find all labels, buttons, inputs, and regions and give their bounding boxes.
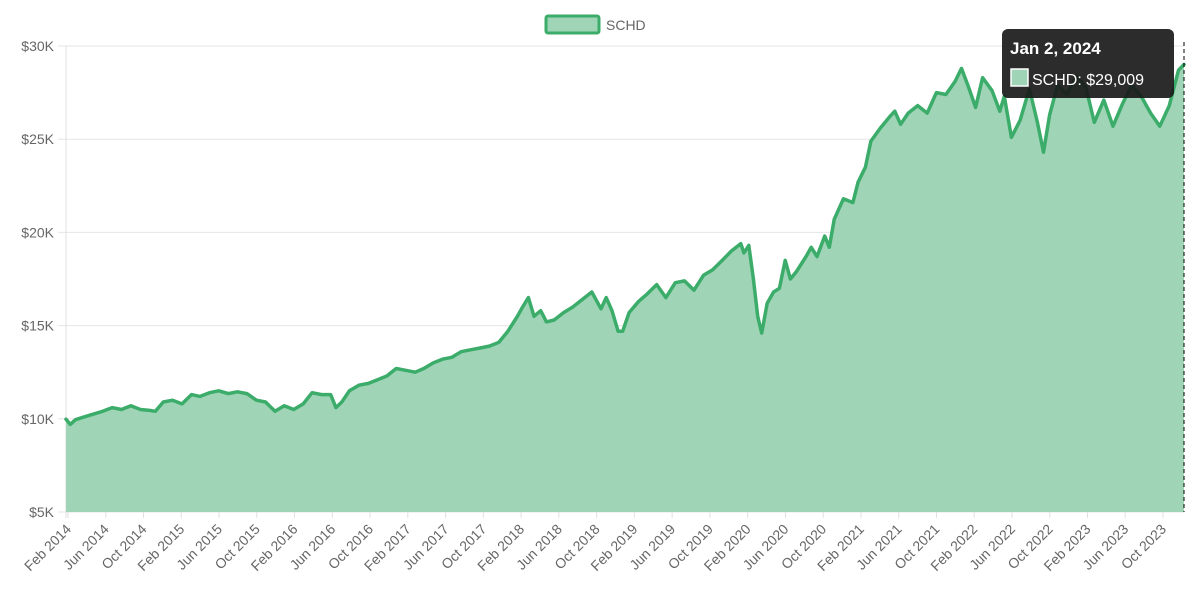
tooltip-swatch [1010,68,1029,87]
y-tick-label: $20K [21,224,54,240]
series-line[interactable] [64,62,1186,427]
legend-swatch [544,14,601,35]
y-tick-label: $15K [21,318,54,334]
y-tick-label: $25K [21,131,54,147]
tooltip-label: SCHD: $29,009 [1032,72,1144,89]
y-tick-label: $5K [29,504,55,520]
legend-label: SCHD [606,17,646,33]
legend[interactable]: SCHD [544,14,646,35]
series-area-fill [66,64,1184,512]
y-tick-label: $30K [21,38,54,54]
tooltip-title: Jan 2, 2024 [1010,39,1101,58]
tooltip-background [1002,29,1174,98]
y-tick-label: $10K [21,411,54,427]
tooltip: Jan 2, 2024 SCHD: $29,009 [1002,29,1174,98]
